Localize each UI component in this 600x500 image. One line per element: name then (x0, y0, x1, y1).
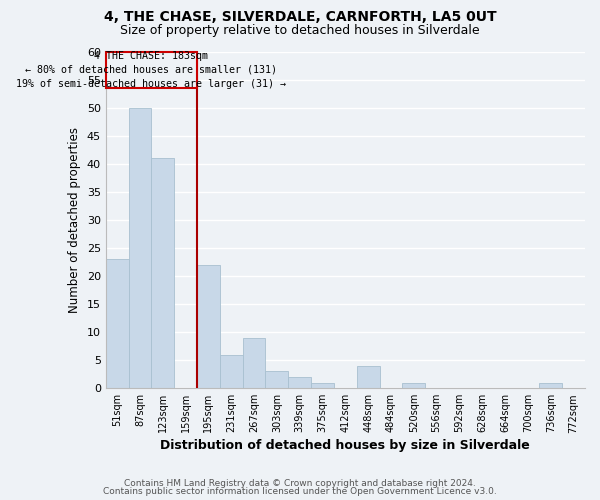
Text: Contains HM Land Registry data © Crown copyright and database right 2024.: Contains HM Land Registry data © Crown c… (124, 478, 476, 488)
Bar (106, 259, 128, 388)
Text: 4, THE CHASE, SILVERDALE, CARNFORTH, LA5 0UT: 4, THE CHASE, SILVERDALE, CARNFORTH, LA5… (104, 10, 496, 24)
Bar (242, 338, 265, 388)
Bar (539, 382, 562, 388)
Bar (357, 366, 380, 388)
Bar (265, 372, 288, 388)
Y-axis label: Number of detached properties: Number of detached properties (68, 127, 81, 313)
Bar (288, 377, 311, 388)
Bar (311, 382, 334, 388)
Bar (128, 108, 151, 388)
Text: Contains public sector information licensed under the Open Government Licence v3: Contains public sector information licen… (103, 487, 497, 496)
FancyBboxPatch shape (106, 52, 197, 88)
X-axis label: Distribution of detached houses by size in Silverdale: Distribution of detached houses by size … (160, 440, 530, 452)
Bar (403, 382, 425, 388)
Text: 4 THE CHASE: 183sqm
← 80% of detached houses are smaller (131)
19% of semi-detac: 4 THE CHASE: 183sqm ← 80% of detached ho… (16, 50, 286, 88)
Text: Size of property relative to detached houses in Silverdale: Size of property relative to detached ho… (120, 24, 480, 37)
Bar (197, 264, 220, 388)
Bar (151, 158, 174, 388)
Bar (220, 354, 242, 388)
